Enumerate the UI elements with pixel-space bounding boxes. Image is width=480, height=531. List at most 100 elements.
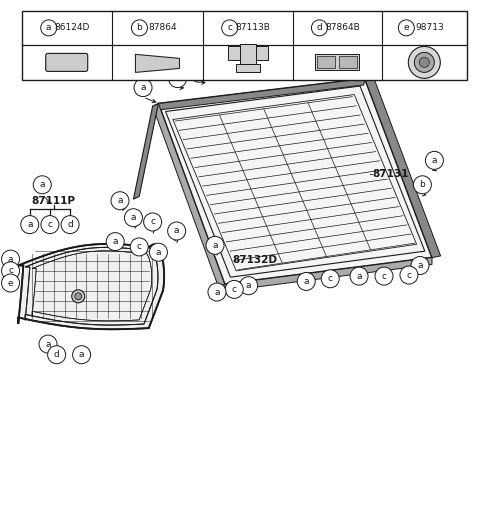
- Circle shape: [321, 270, 339, 288]
- Text: d: d: [54, 350, 60, 359]
- Text: a: a: [117, 196, 123, 205]
- Polygon shape: [153, 104, 225, 287]
- Text: a: a: [417, 261, 423, 270]
- Text: c: c: [137, 243, 142, 251]
- Text: a: a: [246, 281, 252, 290]
- Text: a: a: [45, 340, 51, 348]
- Text: a: a: [27, 220, 33, 229]
- FancyBboxPatch shape: [228, 46, 268, 61]
- Circle shape: [408, 46, 440, 79]
- Text: a: a: [432, 156, 437, 165]
- Text: 87864B: 87864B: [325, 23, 360, 32]
- Circle shape: [41, 216, 59, 234]
- Circle shape: [206, 236, 224, 254]
- Circle shape: [168, 222, 186, 240]
- Circle shape: [134, 79, 152, 97]
- FancyBboxPatch shape: [22, 11, 467, 80]
- Text: b: b: [196, 69, 202, 78]
- Text: a: a: [79, 350, 84, 359]
- Circle shape: [144, 213, 162, 231]
- Text: c: c: [8, 267, 13, 275]
- Circle shape: [425, 151, 444, 169]
- Circle shape: [72, 290, 85, 303]
- Text: a: a: [156, 248, 161, 256]
- Polygon shape: [133, 104, 158, 199]
- Circle shape: [75, 293, 82, 300]
- Polygon shape: [225, 258, 432, 291]
- Circle shape: [190, 64, 208, 82]
- Text: 87110E: 87110E: [301, 18, 344, 27]
- Text: c: c: [407, 271, 411, 279]
- Circle shape: [400, 266, 418, 284]
- Text: a: a: [246, 64, 252, 72]
- Text: d: d: [317, 23, 322, 32]
- Circle shape: [106, 233, 124, 251]
- Circle shape: [72, 346, 91, 364]
- Text: a: a: [46, 23, 51, 32]
- Circle shape: [312, 20, 327, 36]
- Text: a: a: [296, 44, 301, 52]
- Circle shape: [297, 272, 315, 290]
- Circle shape: [149, 243, 168, 261]
- Circle shape: [411, 256, 429, 275]
- Text: b: b: [137, 23, 142, 32]
- Text: a: a: [175, 74, 180, 83]
- Circle shape: [61, 216, 79, 234]
- Circle shape: [414, 53, 434, 72]
- Circle shape: [39, 335, 57, 353]
- Text: 87864: 87864: [148, 23, 177, 32]
- Circle shape: [222, 20, 238, 36]
- Circle shape: [1, 262, 20, 280]
- Text: 98713: 98713: [415, 23, 444, 32]
- Text: e: e: [404, 23, 409, 32]
- Text: 87111P: 87111P: [32, 196, 76, 205]
- FancyBboxPatch shape: [240, 45, 256, 64]
- Text: a: a: [212, 241, 218, 250]
- Text: c: c: [382, 272, 386, 280]
- Circle shape: [313, 39, 332, 57]
- Circle shape: [130, 238, 148, 256]
- Circle shape: [41, 20, 57, 36]
- Text: c: c: [48, 220, 52, 229]
- Text: a: a: [356, 272, 362, 280]
- Polygon shape: [135, 54, 180, 72]
- Text: b: b: [420, 181, 425, 189]
- Text: 87131: 87131: [372, 169, 408, 179]
- Polygon shape: [158, 79, 432, 284]
- Text: a: a: [174, 227, 180, 235]
- Circle shape: [124, 209, 143, 227]
- Circle shape: [1, 274, 20, 292]
- FancyBboxPatch shape: [317, 56, 336, 68]
- Circle shape: [33, 176, 51, 194]
- Polygon shape: [18, 244, 164, 329]
- Text: c: c: [150, 218, 155, 226]
- Circle shape: [337, 39, 356, 57]
- Text: c: c: [232, 285, 237, 294]
- Polygon shape: [365, 77, 441, 258]
- Text: 87132D: 87132D: [232, 255, 277, 265]
- Text: a: a: [131, 213, 136, 222]
- Text: a: a: [140, 83, 146, 92]
- Text: 86124D: 86124D: [54, 23, 89, 32]
- Circle shape: [1, 250, 20, 268]
- Circle shape: [413, 176, 432, 194]
- Text: d: d: [67, 220, 73, 229]
- FancyBboxPatch shape: [236, 64, 260, 72]
- Circle shape: [289, 39, 308, 57]
- Circle shape: [398, 20, 414, 36]
- Circle shape: [208, 283, 226, 301]
- Text: a: a: [112, 237, 118, 246]
- Circle shape: [111, 192, 129, 210]
- Circle shape: [350, 267, 368, 285]
- Circle shape: [132, 20, 147, 36]
- Text: a: a: [303, 277, 309, 286]
- Text: e: e: [8, 279, 13, 287]
- Text: a: a: [39, 181, 45, 189]
- Circle shape: [375, 267, 393, 285]
- FancyBboxPatch shape: [339, 56, 358, 68]
- FancyBboxPatch shape: [46, 54, 88, 71]
- Text: b: b: [320, 44, 325, 52]
- Text: a: a: [8, 255, 13, 263]
- Circle shape: [225, 280, 243, 298]
- Circle shape: [240, 277, 258, 295]
